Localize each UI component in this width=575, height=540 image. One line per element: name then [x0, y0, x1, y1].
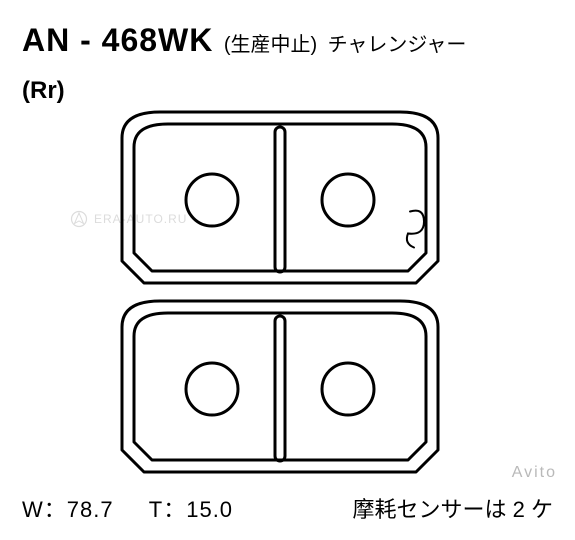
width-label: W： — [22, 497, 67, 522]
production-status: (生産中止) — [224, 34, 317, 56]
thickness-label: T： — [149, 497, 186, 522]
dimensions: W：78.7 T：15.0 — [22, 492, 233, 524]
brake-pad-top-svg — [120, 110, 440, 285]
page-root: AN - 468WK (生産中止) チャレンジャー (Rr) ERA-AUTO.… — [0, 0, 575, 540]
thickness-value: 15.0 — [186, 497, 233, 522]
sensor-note: 摩耗センサーは 2 ケ — [353, 492, 553, 524]
width-value: 78.7 — [67, 497, 114, 522]
footer: W：78.7 T：15.0 摩耗センサーは 2 ケ — [22, 492, 553, 524]
brake-pad-diagram — [120, 110, 440, 480]
source-caption: Avito — [512, 464, 557, 482]
position-label: (Rr) — [22, 77, 553, 105]
brake-pad-bottom — [120, 299, 440, 474]
brake-pad-top — [120, 110, 440, 285]
brake-pad-bottom-svg — [120, 299, 440, 474]
header: AN - 468WK (生産中止) チャレンジャー (Rr) — [22, 22, 553, 105]
part-number: AN - 468WK — [22, 22, 213, 58]
vehicle-name: チャレンジャー — [328, 34, 467, 56]
title-line: AN - 468WK (生産中止) チャレンジャー — [22, 22, 553, 59]
watermark-icon — [70, 210, 88, 228]
